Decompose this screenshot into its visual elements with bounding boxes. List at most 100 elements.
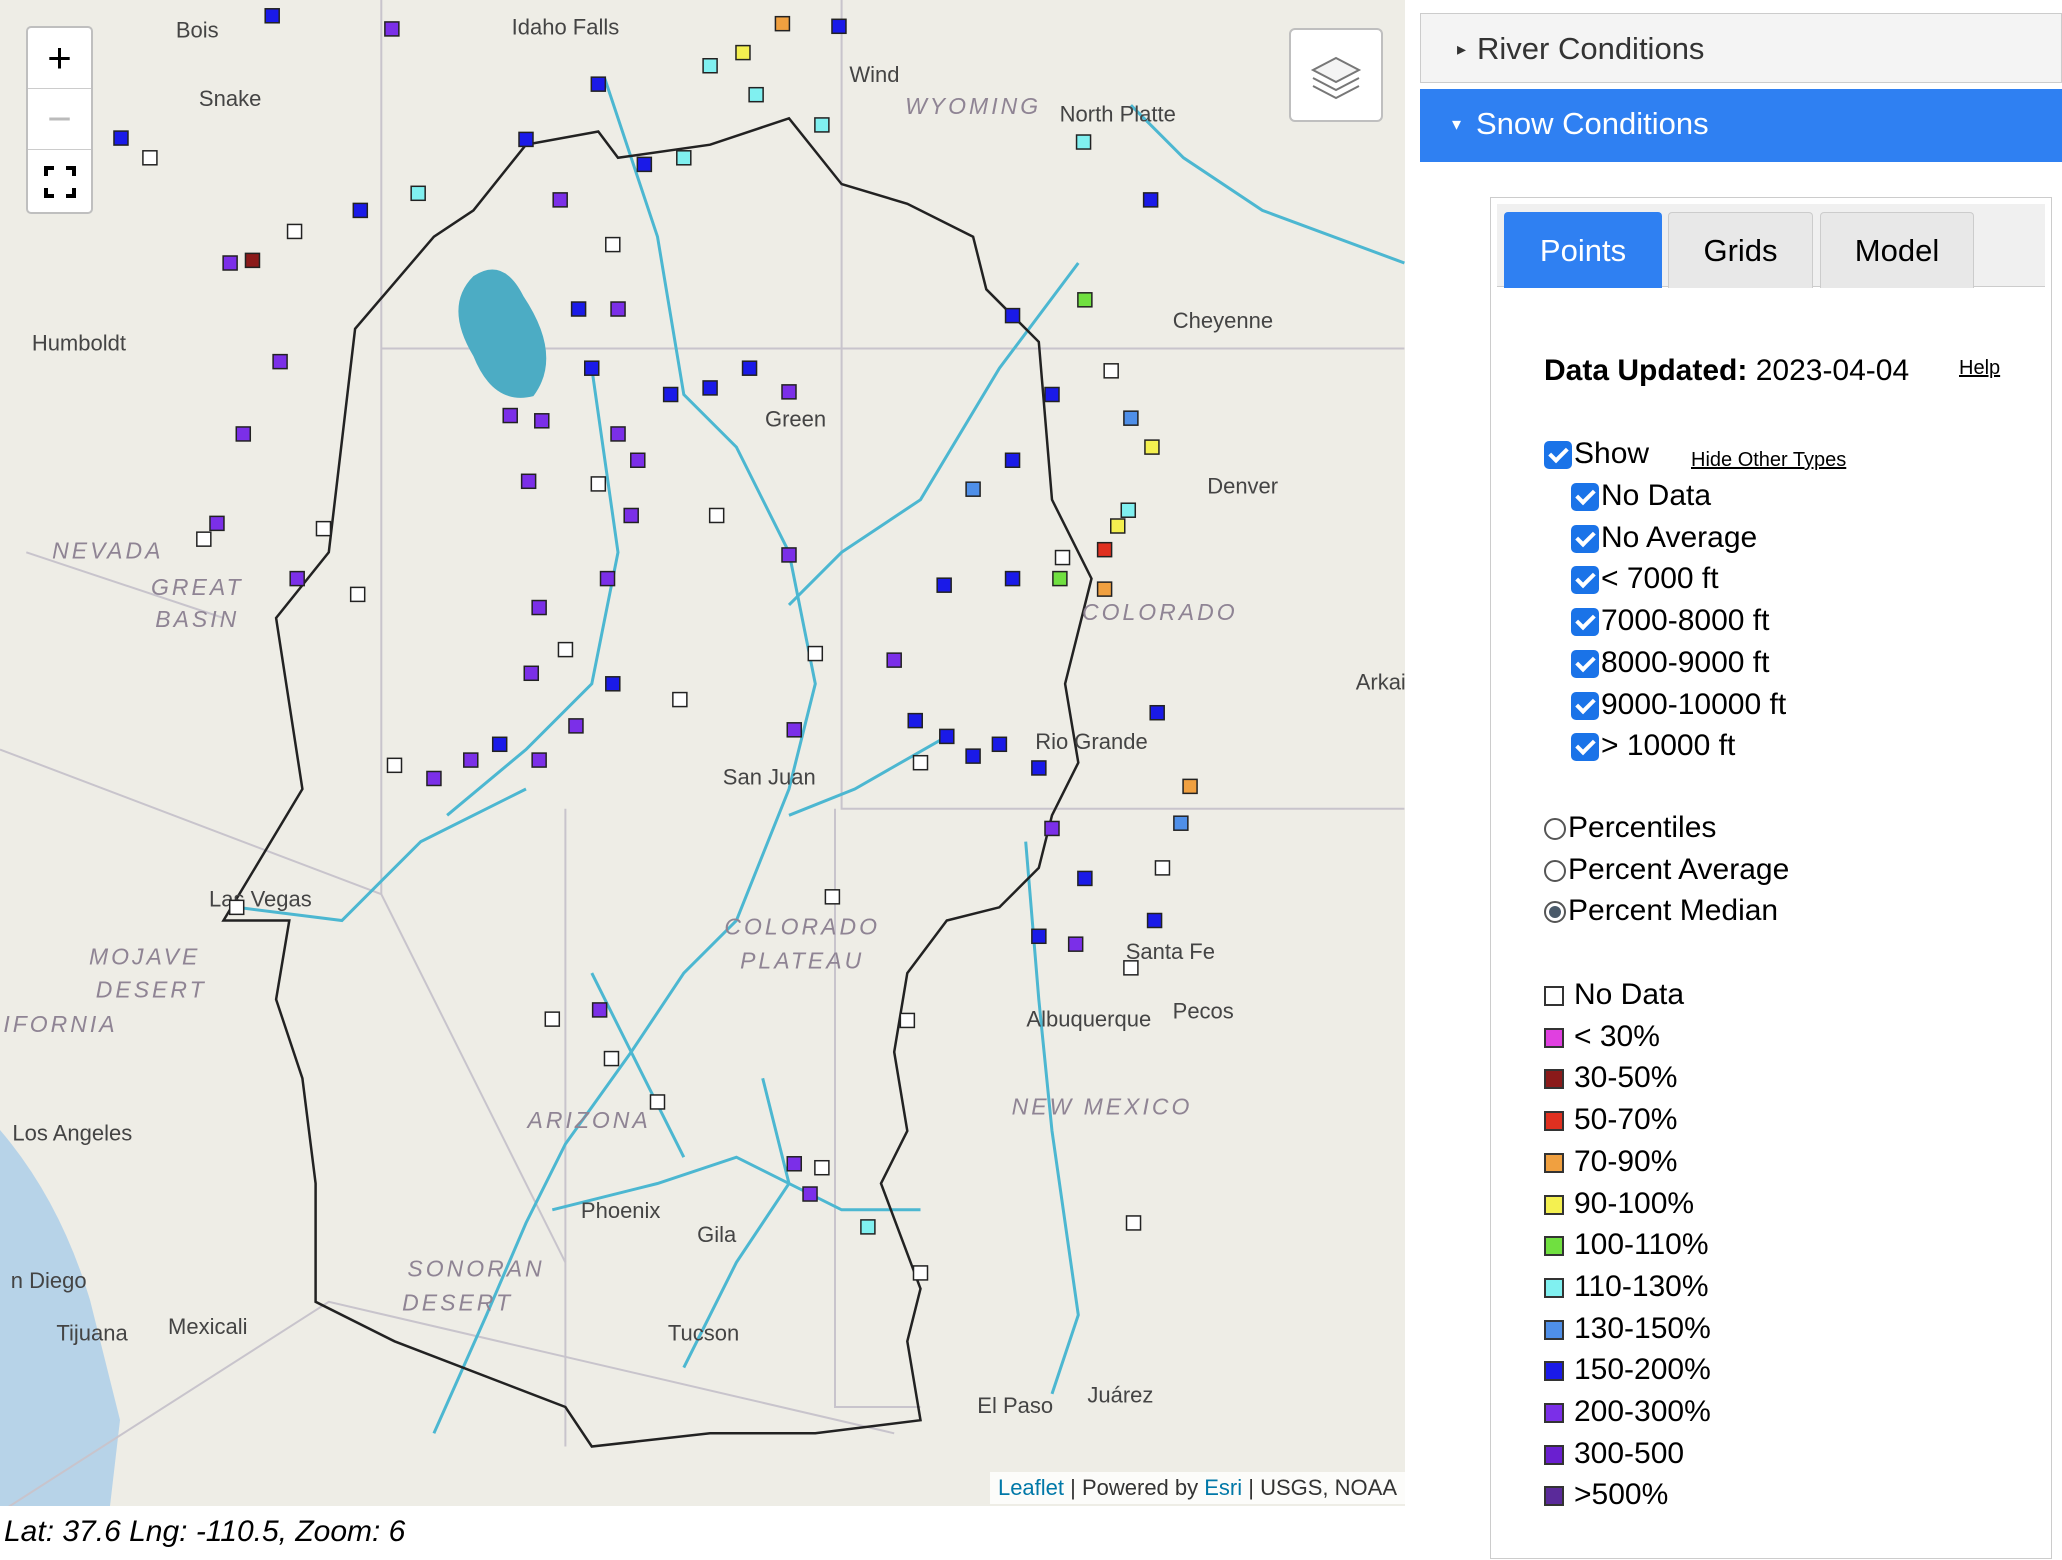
- station-point[interactable]: [531, 752, 547, 768]
- station-point[interactable]: [209, 515, 225, 532]
- station-point[interactable]: [1125, 1215, 1142, 1231]
- fullscreen-button[interactable]: [44, 166, 76, 198]
- station-point[interactable]: [590, 476, 607, 492]
- tab[interactable]: Model: [1820, 212, 1974, 288]
- station-point[interactable]: [610, 301, 626, 317]
- station-point[interactable]: [349, 586, 366, 603]
- zoom-out[interactable]: −: [28, 89, 91, 150]
- checkbox[interactable]: [1571, 524, 1599, 553]
- checkbox[interactable]: [1571, 733, 1599, 762]
- station-point[interactable]: [463, 752, 479, 768]
- station-point[interactable]: [781, 384, 797, 400]
- station-point[interactable]: [1120, 502, 1137, 518]
- checkbox[interactable]: [1571, 566, 1599, 595]
- station-point[interactable]: [1144, 439, 1160, 455]
- esri-link[interactable]: Esri: [1204, 1475, 1243, 1500]
- snow-conditions-header[interactable]: ▾ Snow Conditions: [1420, 89, 2062, 162]
- station-point[interactable]: [1004, 452, 1021, 468]
- station-point[interactable]: [264, 8, 280, 24]
- station-point[interactable]: [1031, 760, 1047, 776]
- station-point[interactable]: [410, 185, 426, 202]
- station-point[interactable]: [786, 1156, 803, 1172]
- station-point[interactable]: [605, 236, 621, 253]
- station-point[interactable]: [1044, 386, 1060, 403]
- river-conditions-header[interactable]: ▸ River Conditions: [1420, 13, 2062, 83]
- station-point[interactable]: [1004, 570, 1021, 587]
- station-point[interactable]: [1182, 778, 1198, 795]
- station-point[interactable]: [603, 1050, 620, 1067]
- station-point[interactable]: [1149, 704, 1165, 721]
- station-point[interactable]: [814, 1159, 830, 1176]
- station-point[interactable]: [1096, 541, 1113, 558]
- tab[interactable]: Grids: [1668, 212, 1813, 288]
- station-point[interactable]: [590, 76, 607, 92]
- station-point[interactable]: [386, 757, 403, 774]
- station-point[interactable]: [965, 748, 981, 764]
- station-point[interactable]: [912, 754, 929, 771]
- station-point[interactable]: [286, 223, 303, 240]
- station-point[interactable]: [1031, 928, 1047, 945]
- station-point[interactable]: [1154, 860, 1171, 876]
- checkbox[interactable]: [1571, 691, 1599, 720]
- station-point[interactable]: [557, 641, 574, 658]
- station-point[interactable]: [860, 1219, 876, 1235]
- station-point[interactable]: [748, 86, 764, 103]
- station-point[interactable]: [570, 301, 587, 317]
- zoom-in[interactable]: +: [28, 28, 91, 89]
- station-point[interactable]: [630, 452, 646, 468]
- station-point[interactable]: [544, 1011, 561, 1027]
- station-point[interactable]: [831, 18, 847, 35]
- station-point[interactable]: [1173, 815, 1189, 831]
- station-point[interactable]: [1110, 518, 1126, 534]
- station-point[interactable]: [113, 130, 129, 146]
- station-point[interactable]: [781, 547, 797, 563]
- radio[interactable]: [1544, 859, 1566, 882]
- station-point[interactable]: [518, 131, 534, 148]
- station-point[interactable]: [502, 407, 518, 424]
- station-point[interactable]: [936, 577, 952, 593]
- station-point[interactable]: [142, 150, 158, 166]
- station-point[interactable]: [672, 691, 688, 708]
- checkbox[interactable]: [1571, 483, 1599, 512]
- station-point[interactable]: [1096, 581, 1113, 597]
- station-point[interactable]: [228, 899, 245, 916]
- station-point[interactable]: [552, 192, 568, 208]
- station-point[interactable]: [824, 889, 841, 905]
- station-point[interactable]: [599, 570, 616, 587]
- station-point[interactable]: [735, 44, 751, 61]
- station-point[interactable]: [315, 520, 332, 537]
- station-point[interactable]: [802, 1186, 818, 1202]
- station-point[interactable]: [623, 507, 639, 524]
- station-point[interactable]: [907, 712, 923, 729]
- station-point[interactable]: [531, 599, 547, 616]
- checkbox[interactable]: [1571, 649, 1599, 678]
- station-point[interactable]: [568, 718, 584, 734]
- station-point[interactable]: [702, 58, 718, 74]
- station-point[interactable]: [235, 426, 252, 442]
- station-point[interactable]: [741, 360, 758, 376]
- station-point[interactable]: [1075, 134, 1092, 150]
- station-point[interactable]: [426, 770, 442, 787]
- radio[interactable]: [1544, 901, 1566, 924]
- station-point[interactable]: [520, 473, 537, 490]
- help-link[interactable]: Help: [1959, 357, 2001, 379]
- layers-button[interactable]: [1289, 28, 1383, 122]
- station-point[interactable]: [708, 507, 725, 524]
- station-point[interactable]: [899, 1012, 916, 1029]
- leaflet-link[interactable]: Leaflet: [997, 1475, 1065, 1500]
- station-point[interactable]: [244, 252, 261, 269]
- tab[interactable]: Points: [1504, 212, 1662, 288]
- station-point[interactable]: [491, 736, 508, 753]
- station-point[interactable]: [676, 150, 692, 166]
- station-point[interactable]: [523, 665, 540, 682]
- station-point[interactable]: [584, 360, 600, 376]
- station-point[interactable]: [605, 676, 621, 692]
- station-point[interactable]: [1103, 363, 1119, 379]
- station-point[interactable]: [1123, 410, 1139, 426]
- station-point[interactable]: [965, 481, 981, 497]
- station-point[interactable]: [1067, 936, 1084, 952]
- station-point[interactable]: [591, 1002, 608, 1018]
- station-point[interactable]: [991, 736, 1008, 753]
- station-point[interactable]: [649, 1094, 666, 1110]
- station-point[interactable]: [886, 652, 902, 668]
